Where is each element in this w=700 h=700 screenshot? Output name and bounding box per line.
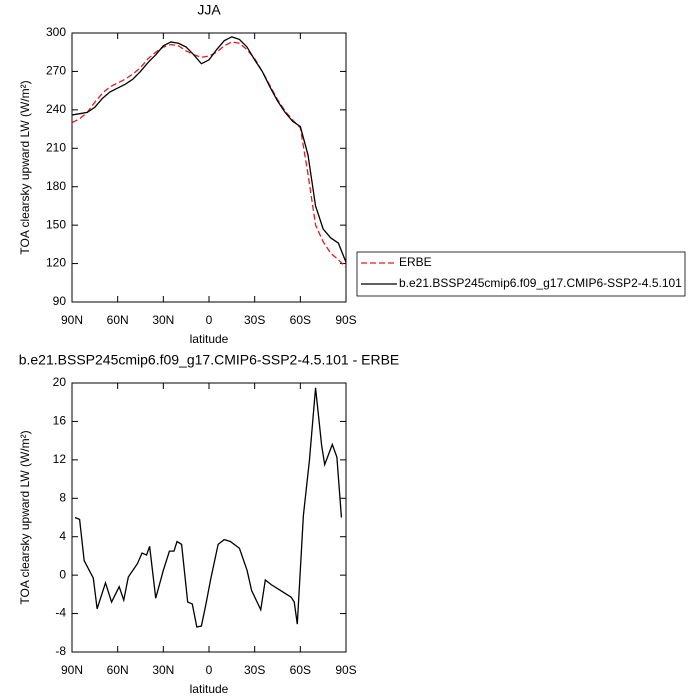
legend-box	[356, 251, 686, 297]
data-line	[74, 387, 343, 628]
series-line	[71, 41, 347, 268]
y-tick-label: 240	[46, 102, 66, 116]
y-tick-label: 20	[53, 375, 67, 389]
y-tick-label: 210	[46, 140, 66, 154]
y-axis-label: TOA clearsky upward LW (W/m²)	[18, 80, 32, 254]
y-tick-label: 270	[46, 64, 66, 78]
y-tick-label: 300	[46, 25, 66, 39]
x-tick-label: 60S	[290, 663, 311, 677]
y-tick-label: 180	[46, 179, 66, 193]
y-tick-label: 150	[46, 217, 66, 231]
x-tick-label: 60N	[107, 313, 129, 327]
y-axis-label: TOA clearsky upward LW (W/m²)	[18, 430, 32, 604]
x-tick-label: 0	[206, 663, 213, 677]
x-tick-label: 30N	[152, 313, 174, 327]
x-tick-label: 30N	[152, 663, 174, 677]
chart-title: JJA	[197, 2, 221, 18]
y-tick-label: 8	[59, 490, 66, 504]
plot-frame	[71, 382, 347, 653]
chart-title: b.e21.BSSP245cmip6.f09_g17.CMIP6-SSP2-4.…	[19, 352, 400, 368]
x-tick-label: 30S	[244, 663, 265, 677]
x-tick-label: 60N	[107, 663, 129, 677]
y-tick-label: 12	[53, 452, 67, 466]
series-line	[71, 36, 347, 263]
x-tick-label: 90N	[61, 313, 83, 327]
x-axis-label: latitude	[190, 332, 229, 346]
y-tick-label: -4	[55, 606, 66, 620]
y-tick-label: 16	[53, 414, 67, 428]
y-tick-label: 120	[46, 256, 66, 270]
x-tick-label: 30S	[244, 313, 265, 327]
x-tick-label: 0	[206, 313, 213, 327]
legend-label: b.e21.BSSP245cmip6.f09_g17.CMIP6-SSP2-4.…	[399, 276, 682, 290]
y-tick-label: 0	[59, 567, 66, 581]
legend-label: ERBE	[399, 255, 432, 269]
x-tick-label: 90N	[61, 663, 83, 677]
x-tick-label: 90S	[335, 663, 356, 677]
x-tick-label: 60S	[290, 313, 311, 327]
x-axis-label: latitude	[190, 682, 229, 696]
y-tick-label: -8	[55, 644, 66, 658]
plot-frame	[71, 32, 347, 303]
y-tick-label: 90	[53, 294, 67, 308]
x-tick-label: 90S	[335, 313, 356, 327]
y-tick-label: 4	[59, 529, 66, 543]
